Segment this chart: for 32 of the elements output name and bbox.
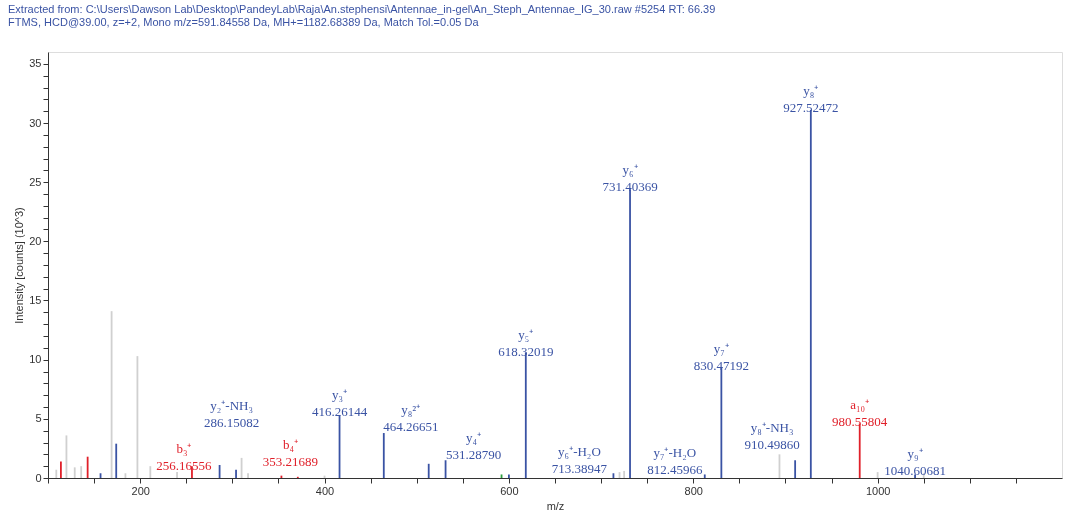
- annotation: y₈⁺-NH₃ 910.49860: [744, 420, 800, 453]
- annotation: y₇⁺ 830.47192: [693, 340, 749, 373]
- y-tick-label: 25: [29, 175, 42, 188]
- x-tick-label: 200: [131, 484, 150, 497]
- x-tick-label: 600: [500, 484, 519, 497]
- y-tick-label: 35: [29, 57, 42, 70]
- annotation: y₉⁺ 1040.60681: [884, 446, 946, 479]
- y-tick-label: 5: [35, 412, 42, 425]
- annotation: b₄⁺ 353.21689: [262, 436, 319, 469]
- x-tick-label: 800: [684, 484, 703, 497]
- annotation: b₃⁺ 256.16556: [156, 441, 213, 474]
- y-tick-label: 10: [29, 353, 42, 366]
- annotation: y₂⁺-NH₃ 286.15082: [203, 397, 260, 430]
- annotation: y₅⁺ 618.32019: [498, 326, 554, 359]
- annotation: y₆⁺ 731.40369: [602, 162, 658, 195]
- y-tick-label: 15: [29, 294, 42, 306]
- chart-subtitle: FTMS, HCD@39.00, z=+2, Mono m/z=591.84558 Da, MH+=1182.68389 Da, Match Tol.=0.05 Da: [8, 16, 480, 28]
- y-tick-label: 0: [35, 471, 42, 484]
- annotation: y₈²⁺ 464.26651: [383, 402, 439, 435]
- annotation: a₁₀⁺ 980.55804: [832, 396, 888, 429]
- x-tick-label: 1000: [865, 484, 891, 497]
- chart-title: Extracted from: C:\Users\Dawson Lab\Desktop\PandeyLab\Raja\An.stephensi\Antennae_in-gel\An_Steph_Antennae_IG_30.raw #5254 RT: 66.39: [8, 3, 716, 15]
- annotation: y₃⁺ 416.26144: [311, 387, 368, 420]
- y-tick-label: 20: [29, 234, 42, 247]
- annotation: y₇⁺-H₂O 812.45966: [647, 445, 703, 478]
- x-axis-title: m/z: [546, 499, 565, 512]
- annotation: y₆⁺-H₂O 713.38947: [551, 444, 608, 477]
- x-tick-label: 400: [315, 484, 335, 497]
- annotation: y₈⁺ 927.52472: [783, 82, 839, 115]
- annotation: y₄⁺ 531.28790: [445, 430, 502, 463]
- y-axis-title: Intensity [counts] (10^3): [13, 207, 26, 324]
- y-tick-label: 30: [29, 116, 42, 129]
